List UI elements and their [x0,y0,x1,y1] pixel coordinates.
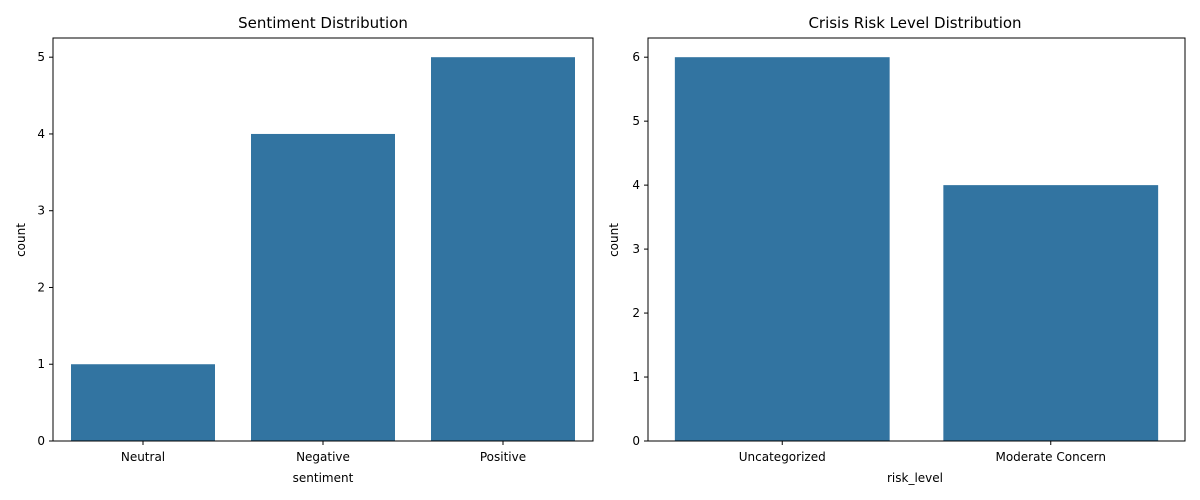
x-tick-label: Moderate Concern [995,450,1106,464]
x-tick-label: Negative [296,450,350,464]
y-tick-label: 0 [37,434,45,448]
y-tick-label: 6 [632,50,640,64]
axes-frame [647,37,1186,442]
risk-level-chart: Crisis Risk Level Distribution 0 1 2 3 4 5 6 U… [607,14,1186,485]
chart-title: Crisis Risk Level Distribution [808,14,1021,32]
x-ticks: Neutral Negative Positive [121,441,526,464]
bars [71,57,575,441]
y-tick-label: 2 [37,280,45,294]
y-tick-label: 4 [37,127,45,141]
y-tick-label: 2 [632,306,640,320]
chart-title: Sentiment Distribution [238,14,408,32]
y-tick-label: 1 [37,357,45,371]
y-tick-label: 0 [632,434,640,448]
bar-moderate-concern [943,185,1159,441]
bar-negative [251,133,395,441]
y-tick-label: 5 [632,114,640,128]
y-tick-label: 3 [37,204,45,218]
x-axis-label: risk_level [887,471,943,485]
bars [674,57,1159,441]
y-tick-label: 5 [37,50,45,64]
x-ticks: Uncategorized Moderate Concern [739,441,1106,464]
x-tick-label: Uncategorized [739,450,826,464]
sentiment-chart: Sentiment Distribution 0 1 2 3 4 5 Neutral Neg… [14,14,594,485]
y-axis-label: count [14,223,28,257]
x-tick-label: Neutral [121,450,165,464]
y-ticks: 0 1 2 3 4 5 6 [632,50,648,448]
y-tick-label: 3 [632,242,640,256]
y-ticks: 0 1 2 3 4 5 [37,50,53,448]
y-axis-label: count [607,223,621,257]
bar-neutral [71,364,215,441]
bar-uncategorized [674,57,890,441]
x-tick-label: Positive [480,450,526,464]
y-tick-label: 1 [632,370,640,384]
x-axis-label: sentiment [293,471,354,485]
bar-positive [431,57,575,441]
y-tick-label: 4 [632,178,640,192]
axes-frame [52,37,594,442]
